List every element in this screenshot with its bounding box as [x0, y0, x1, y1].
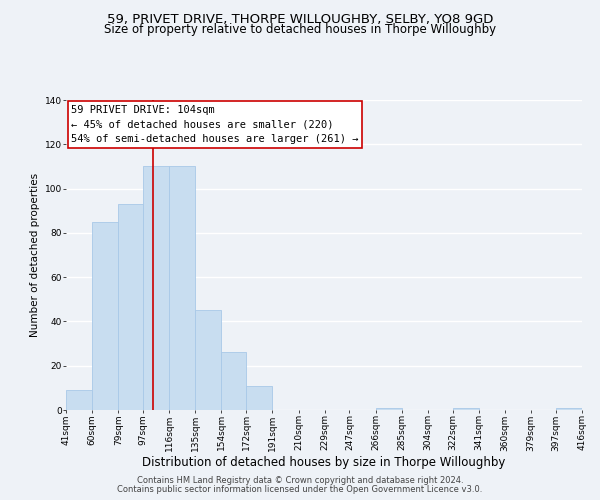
Bar	[452, 408, 479, 410]
Bar	[118, 204, 143, 410]
Y-axis label: Number of detached properties: Number of detached properties	[31, 173, 40, 337]
Bar	[92, 222, 118, 410]
Bar	[143, 166, 169, 410]
Bar	[66, 390, 92, 410]
Text: Contains HM Land Registry data © Crown copyright and database right 2024.: Contains HM Land Registry data © Crown c…	[137, 476, 463, 485]
Bar	[196, 310, 221, 410]
Text: 59 PRIVET DRIVE: 104sqm
← 45% of detached houses are smaller (220)
54% of semi-d: 59 PRIVET DRIVE: 104sqm ← 45% of detache…	[71, 104, 359, 144]
Text: Size of property relative to detached houses in Thorpe Willoughby: Size of property relative to detached ho…	[104, 22, 496, 36]
Bar	[169, 166, 196, 410]
Bar	[246, 386, 272, 410]
Bar	[376, 408, 402, 410]
Bar	[556, 408, 582, 410]
Text: 59, PRIVET DRIVE, THORPE WILLOUGHBY, SELBY, YO8 9GD: 59, PRIVET DRIVE, THORPE WILLOUGHBY, SEL…	[107, 12, 493, 26]
Bar	[221, 352, 246, 410]
Text: Contains public sector information licensed under the Open Government Licence v3: Contains public sector information licen…	[118, 485, 482, 494]
X-axis label: Distribution of detached houses by size in Thorpe Willoughby: Distribution of detached houses by size …	[142, 456, 506, 469]
